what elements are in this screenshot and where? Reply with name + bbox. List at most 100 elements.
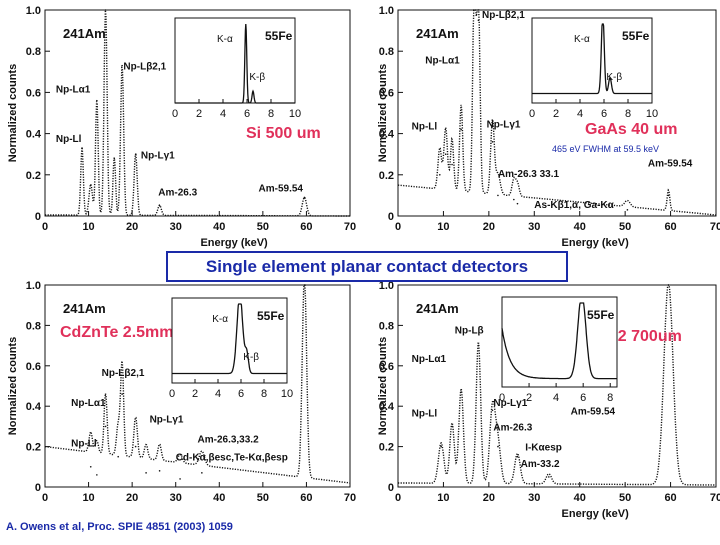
y-tick-label: 0 bbox=[35, 211, 41, 223]
peak-annotation: Np-Lγ1 bbox=[150, 414, 184, 425]
detector-subtitle: 465 eV FWHM at 59.5 keV bbox=[552, 144, 659, 154]
inset-tick-label: 6 bbox=[601, 108, 607, 120]
peak-annotation: Np-Lβ2,1 bbox=[482, 10, 525, 21]
inset-tick-label: 4 bbox=[577, 108, 583, 120]
x-tick-label: 30 bbox=[528, 221, 540, 233]
inset-tick-label: 8 bbox=[625, 108, 631, 120]
inset-frame bbox=[501, 296, 618, 388]
x-tick-label: 50 bbox=[257, 492, 269, 504]
inset-source-label: 55Fe bbox=[257, 309, 285, 323]
peak-mark bbox=[158, 470, 161, 472]
peak-annotation: I-Kαesp bbox=[525, 443, 562, 454]
x-tick-label: 30 bbox=[170, 492, 182, 504]
x-tick-label: 20 bbox=[483, 492, 495, 504]
source-label: 241Am bbox=[416, 26, 459, 41]
y-tick-label: 0.6 bbox=[379, 361, 394, 373]
inset-series bbox=[175, 23, 295, 104]
peak-annotation: Am-26.3 33.1 bbox=[498, 169, 560, 180]
peak-mark bbox=[121, 64, 123, 67]
y-axis-label: Normalized counts bbox=[7, 64, 19, 162]
y-tick-label: 0.4 bbox=[26, 129, 42, 141]
detector-title: GaAs 40 um bbox=[585, 121, 677, 138]
x-tick-label: 20 bbox=[126, 492, 138, 504]
inset-tick-label: 4 bbox=[215, 388, 221, 400]
y-tick-label: 0.4 bbox=[379, 401, 395, 413]
inset-tick-label: 2 bbox=[196, 108, 202, 120]
source-label: 241Am bbox=[416, 301, 459, 316]
chart-panel-2: 0 10 20 30 40 50 60 7000.20.40.60.81.0Normalize… bbox=[377, 5, 720, 249]
peak-mark bbox=[667, 194, 670, 197]
peak-mark bbox=[201, 472, 203, 474]
peak-annotation: Np-Lα1 bbox=[412, 354, 447, 365]
peak-annotation: Am-26.3 bbox=[493, 422, 532, 433]
y-tick-label: 1.0 bbox=[26, 5, 41, 17]
peak-mark bbox=[89, 184, 92, 186]
peak-mark bbox=[121, 393, 123, 395]
x-axis-label: Energy (keV) bbox=[200, 237, 268, 249]
y-tick-label: 0.8 bbox=[379, 46, 394, 58]
peak-annotation: Np-Lβ2,1 bbox=[102, 368, 145, 379]
peak-mark bbox=[96, 99, 98, 102]
inset-tick-label: 6 bbox=[580, 392, 586, 404]
inset-kbeta-label: K-β bbox=[606, 72, 622, 83]
peak-mark bbox=[81, 147, 83, 149]
inset-series bbox=[532, 23, 652, 95]
chart-panel-3: 0 10 20 30 40 50 60 7000.20.40.60.81.0Normalize… bbox=[7, 280, 356, 504]
x-tick-label: 50 bbox=[619, 492, 631, 504]
peak-mark bbox=[451, 163, 453, 166]
peak-mark bbox=[626, 209, 629, 211]
peak-mark bbox=[440, 445, 442, 448]
x-tick-label: 30 bbox=[528, 492, 540, 504]
peak-annotation: Np-Ll bbox=[412, 121, 438, 132]
peak-annotation: Np-Lα1 bbox=[71, 398, 106, 409]
y-axis-label: Normalized counts bbox=[377, 337, 389, 435]
x-tick-label: 20 bbox=[126, 221, 138, 233]
peak-mark bbox=[134, 445, 137, 448]
y-axis-label: Normalized counts bbox=[7, 337, 19, 435]
x-tick-label: 60 bbox=[300, 492, 312, 504]
peak-annotation: As-Kβ1,α, Ga-Kα bbox=[534, 200, 614, 211]
y-tick-label: 0.2 bbox=[379, 170, 394, 182]
source-label: 241Am bbox=[63, 26, 106, 41]
x-axis-label: Energy (keV) bbox=[562, 508, 630, 520]
inset-frame bbox=[171, 297, 288, 384]
inset-kalpha-label: K-α bbox=[574, 34, 590, 45]
peak-annotation: Np-Lβ2,1 bbox=[123, 62, 166, 73]
peak-annotation: Am-59.54 bbox=[571, 406, 616, 417]
inset-tick-label: 10 bbox=[289, 108, 301, 120]
y-tick-label: 0.6 bbox=[26, 87, 41, 99]
spectrum-series bbox=[398, 284, 716, 486]
peak-mark bbox=[473, 9, 476, 11]
chart-panel-4: 0 10 20 30 40 50 60 7000.20.40.60.81.0Normalize… bbox=[377, 280, 720, 520]
peak-mark bbox=[451, 425, 453, 428]
spectrum-series bbox=[44, 284, 351, 484]
x-tick-label: 30 bbox=[170, 221, 182, 233]
spectrum-series bbox=[45, 10, 350, 217]
x-tick-label: 0 bbox=[395, 221, 401, 233]
inset-panel: 0 2 4 6 8 10 55Fe K-α K-β bbox=[172, 17, 301, 120]
inset-tick-label: 2 bbox=[553, 108, 559, 120]
peak-annotation: Am-26.3 bbox=[158, 187, 197, 198]
peak-annotation: Am-26.3,33.2 bbox=[198, 435, 260, 446]
inset-panel: 0 2 4 6 8 55Fe bbox=[499, 296, 618, 404]
x-tick-label: 10 bbox=[437, 221, 449, 233]
peak-annotation: Am-59.54 bbox=[259, 183, 304, 194]
peak-annotation: Np-Lγ1 bbox=[493, 398, 527, 409]
y-axis-label: Normalized counts bbox=[377, 64, 389, 162]
peak-mark bbox=[477, 344, 480, 347]
peak-mark bbox=[113, 157, 116, 160]
x-tick-label: 70 bbox=[710, 221, 720, 233]
inset-tick-label: 0 bbox=[499, 392, 505, 404]
y-tick-label: 1.0 bbox=[379, 280, 394, 292]
x-tick-label: 20 bbox=[483, 221, 495, 233]
x-tick-label: 10 bbox=[437, 492, 449, 504]
inset-series bbox=[501, 302, 617, 380]
peak-mark bbox=[104, 9, 107, 11]
peak-mark bbox=[145, 472, 147, 474]
inset-panel: 0 2 4 6 8 10 55Fe K-α K-β bbox=[169, 297, 293, 400]
inset-tick-label: 0 bbox=[529, 108, 535, 120]
x-tick-label: 60 bbox=[664, 492, 676, 504]
x-tick-label: 10 bbox=[82, 492, 94, 504]
y-tick-label: 0.4 bbox=[379, 129, 395, 141]
